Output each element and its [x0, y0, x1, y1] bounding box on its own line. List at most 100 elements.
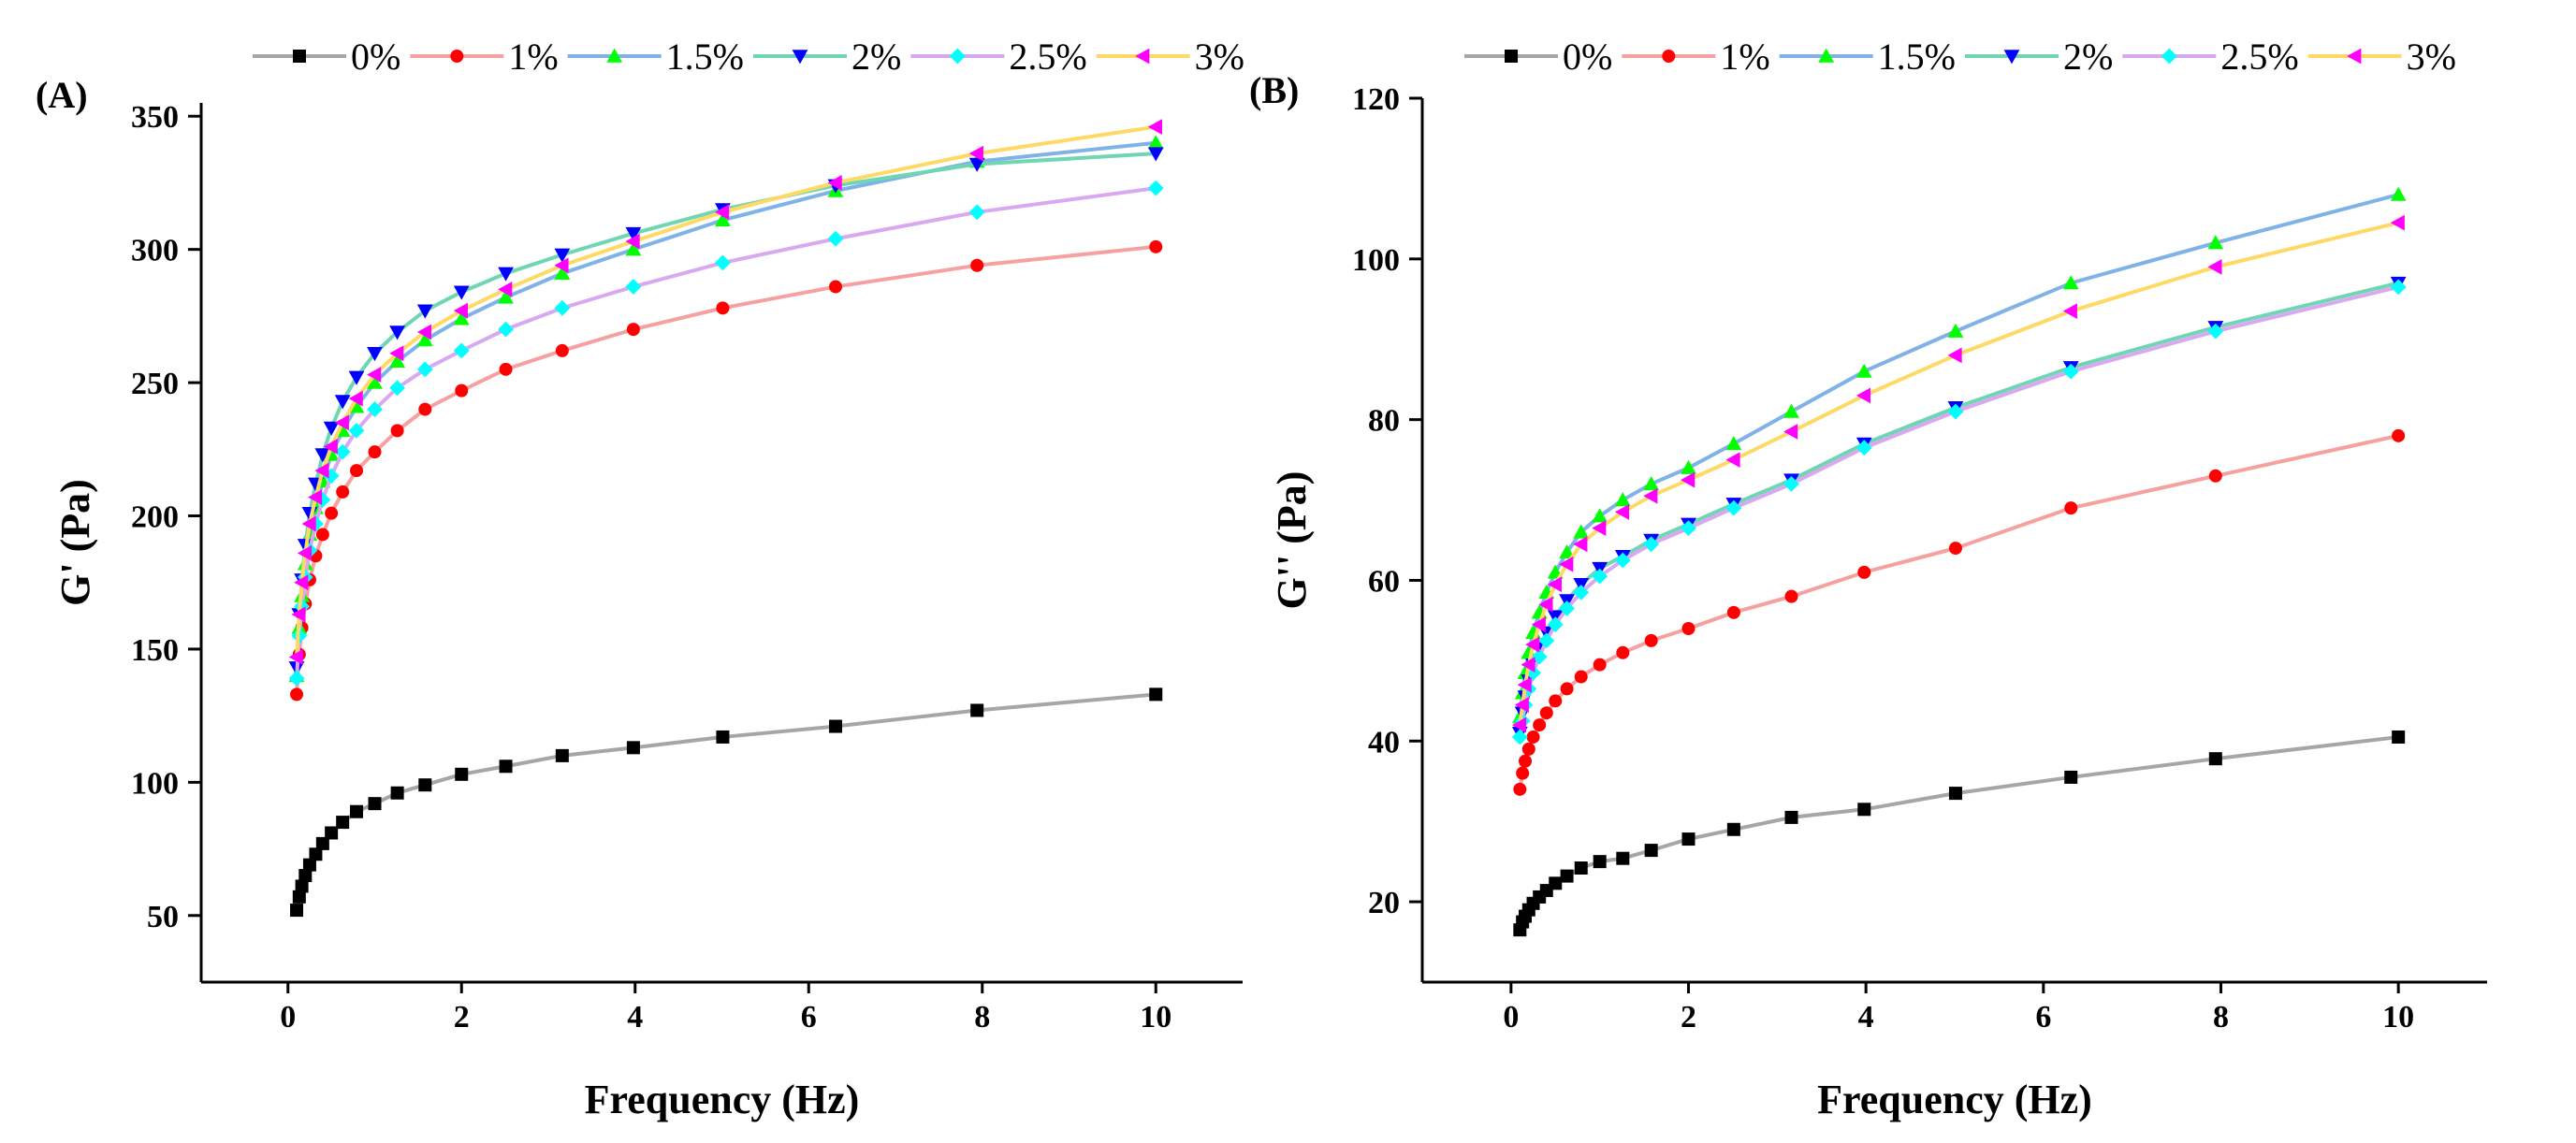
- data-point: [716, 301, 730, 315]
- data-point: [1725, 452, 1740, 468]
- data-point: [389, 380, 406, 397]
- data-point: [1783, 475, 1799, 492]
- data-point: [1948, 542, 1962, 556]
- data-point: [297, 544, 313, 561]
- data-point: [334, 395, 351, 410]
- data-point: [1681, 471, 1696, 488]
- data-point: [1147, 147, 1164, 162]
- data-point: [1531, 648, 1548, 665]
- data-point: [334, 443, 351, 460]
- data-point: [1149, 687, 1163, 702]
- data-point: [829, 280, 843, 294]
- data-point: [970, 703, 984, 717]
- data-point: [715, 254, 731, 271]
- legend-entry: 2.5%: [2220, 36, 2298, 78]
- legend-entry: 3%: [1195, 36, 1244, 78]
- legend-entry: 2.5%: [1009, 36, 1086, 78]
- data-point: [1948, 787, 1962, 801]
- data-point: [1614, 504, 1630, 520]
- data-point: [2064, 501, 2078, 515]
- data-point: [498, 321, 514, 338]
- x-tick-label: 10: [2382, 1000, 2414, 1034]
- data-point: [1533, 718, 1547, 732]
- y-tick-label: 50: [147, 900, 179, 934]
- y-tick-label: 80: [1368, 404, 1400, 439]
- data-point: [1616, 645, 1630, 659]
- data-point: [1560, 869, 1574, 883]
- data-point: [1856, 387, 1870, 404]
- data-point: [2390, 186, 2407, 201]
- data-point: [2207, 323, 2224, 340]
- data-point: [1513, 782, 1527, 796]
- data-point: [1519, 754, 1533, 768]
- data-point: [2062, 363, 2079, 380]
- data-point: [1525, 636, 1540, 653]
- y-tick-label: 200: [131, 500, 179, 535]
- legend-marker: [1135, 48, 1150, 65]
- data-point: [1681, 832, 1696, 846]
- data-point: [2392, 730, 2406, 744]
- legend-entry: 1%: [508, 36, 558, 78]
- data-point: [390, 786, 404, 800]
- data-point: [827, 230, 844, 247]
- data-point: [453, 311, 470, 326]
- data-point: [455, 767, 469, 781]
- legend-marker: [293, 50, 306, 63]
- data-point: [1573, 524, 1590, 539]
- data-point: [291, 606, 306, 623]
- legend-marker: [2161, 48, 2177, 65]
- data-point: [453, 285, 470, 300]
- data-point: [968, 157, 985, 172]
- legend-entry: 3%: [2407, 36, 2456, 78]
- data-point: [1514, 697, 1529, 714]
- data-point: [1559, 543, 1575, 559]
- data-point: [715, 204, 730, 221]
- data-point: [1147, 119, 1162, 136]
- data-point: [1783, 403, 1799, 418]
- data-point: [1947, 403, 1964, 420]
- data-point: [554, 299, 571, 316]
- data-point: [367, 367, 382, 383]
- data-point: [1531, 616, 1546, 633]
- panel-a: 0 2 4 6 8 10 50 100 150 200 250 300 350 Frequency (Hz…: [36, 36, 1244, 1122]
- data-point: [302, 858, 316, 872]
- data-point: [390, 424, 404, 438]
- data-point: [2390, 279, 2407, 296]
- series-line: [1518, 221, 2399, 726]
- data-point: [626, 323, 640, 337]
- x-tick-label: 8: [974, 1000, 990, 1034]
- data-point: [625, 226, 642, 241]
- data-point: [294, 574, 309, 591]
- data-point: [1573, 584, 1590, 600]
- legend-marker: [2003, 50, 2020, 65]
- x-tick-label: 2: [1681, 1000, 1696, 1034]
- data-point: [1511, 716, 1527, 733]
- data-point: [2207, 259, 2222, 275]
- x-axis-title: Frequency (Hz): [1817, 1077, 2092, 1122]
- data-point: [1538, 632, 1555, 649]
- data-point: [1857, 565, 1871, 579]
- y-tick-label: 20: [1368, 886, 1400, 920]
- data-point: [1726, 822, 1740, 836]
- y-tick-label: 120: [1352, 82, 1400, 117]
- x-tick-label: 6: [801, 1000, 817, 1034]
- data-point: [1549, 876, 1563, 890]
- data-point: [389, 326, 406, 340]
- legend-entry: 0%: [1563, 36, 1612, 78]
- data-point: [288, 649, 303, 665]
- data-point: [1644, 633, 1658, 647]
- data-point: [453, 302, 468, 319]
- data-point: [626, 741, 640, 755]
- data-point: [295, 879, 309, 893]
- data-point: [499, 362, 513, 376]
- data-point: [2208, 469, 2222, 483]
- data-point: [2390, 214, 2405, 231]
- x-tick-label: 2: [454, 1000, 470, 1034]
- data-point: [367, 347, 383, 362]
- data-point: [1538, 596, 1553, 613]
- data-point: [348, 390, 363, 407]
- data-point: [389, 353, 406, 369]
- data-point: [1559, 600, 1575, 616]
- legend-entry: 0%: [351, 36, 400, 78]
